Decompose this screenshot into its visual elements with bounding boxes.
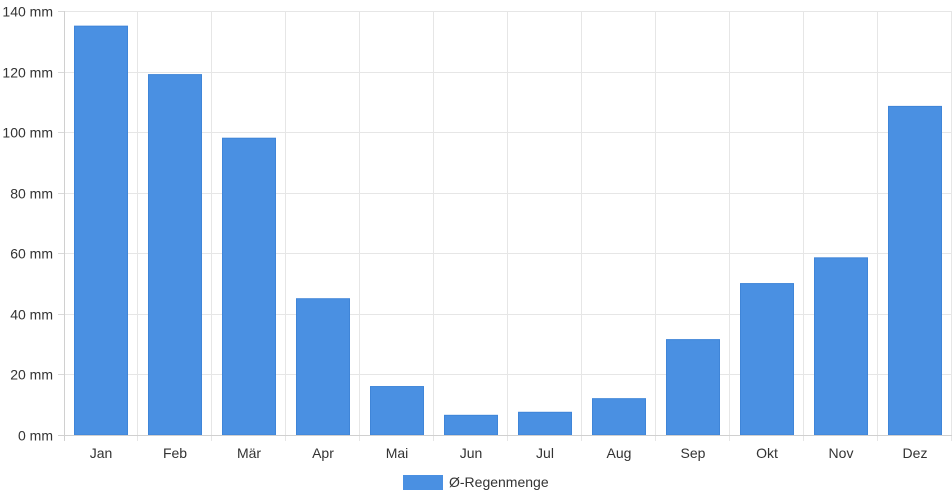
bar-aug[interactable] [592,398,646,436]
x-tick-label: Jul [536,445,554,461]
y-tick-label: 0 mm [18,428,53,444]
y-tick-label: 20 mm [10,367,53,383]
y-tick-label: 60 mm [10,246,53,262]
bar-okt[interactable] [740,283,794,436]
x-tick-label: Aug [607,445,632,461]
chart-grid [64,11,952,441]
x-axis-tick-labels: Jan Feb Mär Apr Mai Jun Jul Aug Sep Okt Nov Dez [90,445,928,461]
y-tick-label: 140 mm [2,4,53,20]
bar-apr[interactable] [296,298,350,436]
x-tick-label: Feb [163,445,187,461]
y-axis-tick-labels: 0 mm 20 mm 40 mm 60 mm 80 mm 100 mm 120 mm 140 … [2,4,53,444]
y-tick-label: 80 mm [10,186,53,202]
x-tick-label: Sep [681,445,706,461]
y-tick-label: 100 mm [2,125,53,141]
bar-mai[interactable] [370,386,424,436]
y-tick-label: 120 mm [2,65,53,81]
x-tick-label: Jun [460,445,483,461]
chart-axes [58,11,952,441]
legend-swatch[interactable] [403,475,443,490]
bar-mär[interactable] [222,137,276,436]
bar-jul[interactable] [518,411,572,436]
chart-legend[interactable]: Ø-Regenmenge [403,474,549,490]
x-tick-label: Okt [756,445,778,461]
y-tick-label: 40 mm [10,307,53,323]
bar-jan[interactable] [74,25,128,436]
bar-dez[interactable] [888,105,942,436]
chart-bars [74,25,942,436]
x-tick-label: Apr [312,445,334,461]
bar-nov[interactable] [814,257,868,436]
bar-feb[interactable] [148,74,202,436]
legend-label[interactable]: Ø-Regenmenge [449,474,549,490]
x-tick-label: Mai [386,445,409,461]
x-tick-label: Jan [90,445,113,461]
bar-jun[interactable] [444,414,498,436]
x-tick-label: Dez [903,445,928,461]
x-tick-label: Mär [237,445,261,461]
x-tick-label: Nov [829,445,854,461]
bar-sep[interactable] [666,339,720,436]
